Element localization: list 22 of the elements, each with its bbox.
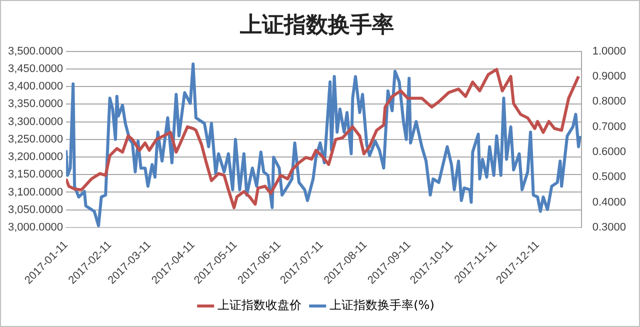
y2-tick-label: 1.0000 <box>592 45 626 58</box>
y-tick-label: 3,100.0000 <box>8 186 64 198</box>
y2-tick-label: 0.7000 <box>592 120 626 133</box>
legend-label: 上证指数换手率(%) <box>330 298 434 312</box>
y-tick-label: 3,250.0000 <box>8 133 64 146</box>
y-tick-label: 3,500.0000 <box>8 45 64 58</box>
y2-tick-label: 0.4000 <box>592 196 626 208</box>
y2-tick-label: 0.3000 <box>592 221 626 234</box>
y-tick-label: 3,000.0000 <box>8 221 64 234</box>
legend-label: 上证指数收盘价 <box>218 298 302 312</box>
y-tick-label: 3,050.0000 <box>8 204 64 216</box>
y2-tick-label: 0.8000 <box>592 96 626 108</box>
y-tick-label: 3,200.0000 <box>8 151 64 164</box>
y2-tick-label: 0.5000 <box>592 171 626 184</box>
y-tick-label: 3,350.0000 <box>8 98 64 110</box>
y-tick-label: 3,300.0000 <box>8 116 64 128</box>
y-tick-label: 3,150.0000 <box>8 168 64 181</box>
y-tick-label: 3,450.0000 <box>8 63 64 76</box>
y2-tick-label: 0.9000 <box>592 70 626 83</box>
y2-tick-label: 0.6000 <box>592 146 626 158</box>
chart-title: 上证指数换手率 <box>239 12 394 38</box>
y-tick-label: 3,400.0000 <box>8 80 64 93</box>
